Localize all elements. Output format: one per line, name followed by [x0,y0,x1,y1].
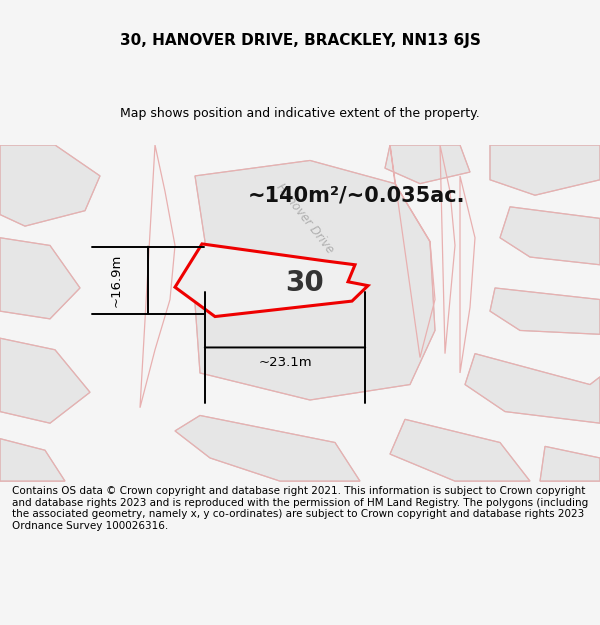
Polygon shape [540,446,600,481]
Polygon shape [0,439,65,481]
Text: ~140m²/~0.035ac.: ~140m²/~0.035ac. [248,185,466,205]
Text: 30, HANOVER DRIVE, BRACKLEY, NN13 6JS: 30, HANOVER DRIVE, BRACKLEY, NN13 6JS [119,33,481,48]
Text: Map shows position and indicative extent of the property.: Map shows position and indicative extent… [120,107,480,119]
Text: Contains OS data © Crown copyright and database right 2021. This information is : Contains OS data © Crown copyright and d… [12,486,588,531]
Polygon shape [465,354,600,423]
Polygon shape [0,238,80,319]
Text: ~16.9m: ~16.9m [110,254,122,307]
Polygon shape [490,288,600,334]
Polygon shape [500,207,600,265]
Polygon shape [390,419,530,481]
Text: ~23.1m: ~23.1m [258,356,312,369]
Polygon shape [385,145,470,184]
Text: 30: 30 [286,269,325,296]
Polygon shape [175,416,360,481]
Polygon shape [195,161,435,400]
Polygon shape [0,338,90,423]
Polygon shape [0,145,100,226]
Text: Hanover Drive: Hanover Drive [274,181,337,256]
Polygon shape [490,145,600,195]
Polygon shape [175,244,368,316]
